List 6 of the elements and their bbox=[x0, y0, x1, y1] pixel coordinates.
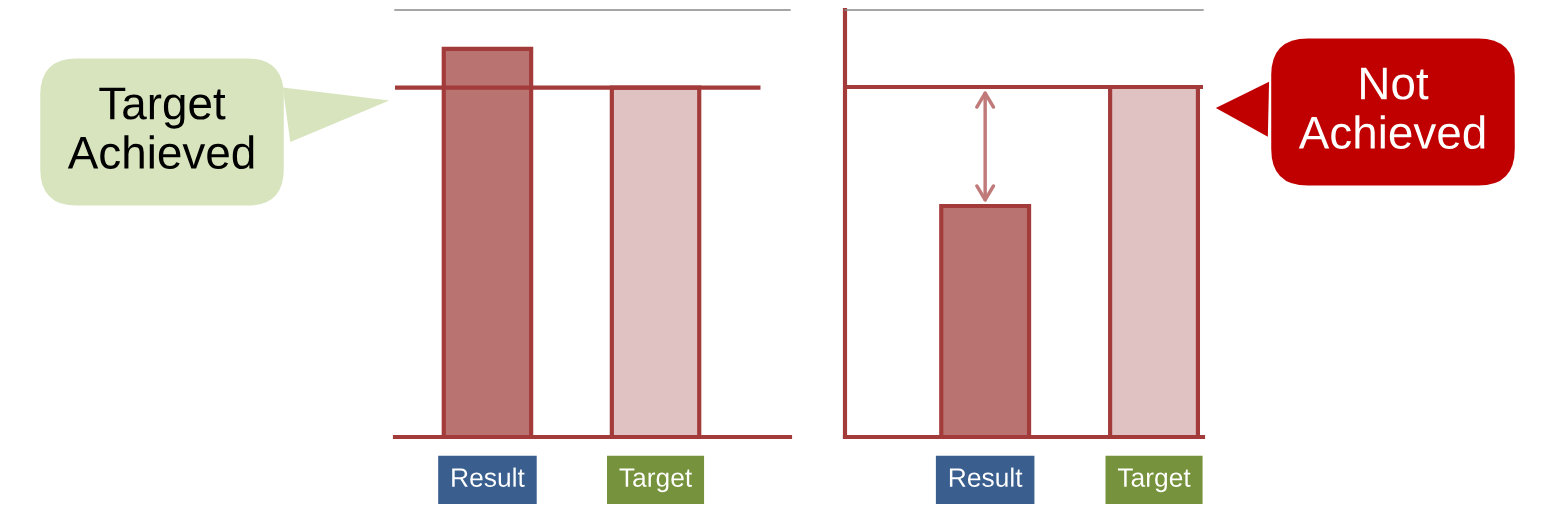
text: Not Achieved bbox=[1298, 67, 1485, 149]
x-tick-label: Result bbox=[949, 467, 1023, 487]
x-tick-label: Target bbox=[1117, 468, 1191, 493]
x-tick-label: Target bbox=[619, 468, 693, 493]
text: Target Achieved bbox=[67, 87, 254, 169]
x-tick-label: Result bbox=[452, 467, 525, 487]
